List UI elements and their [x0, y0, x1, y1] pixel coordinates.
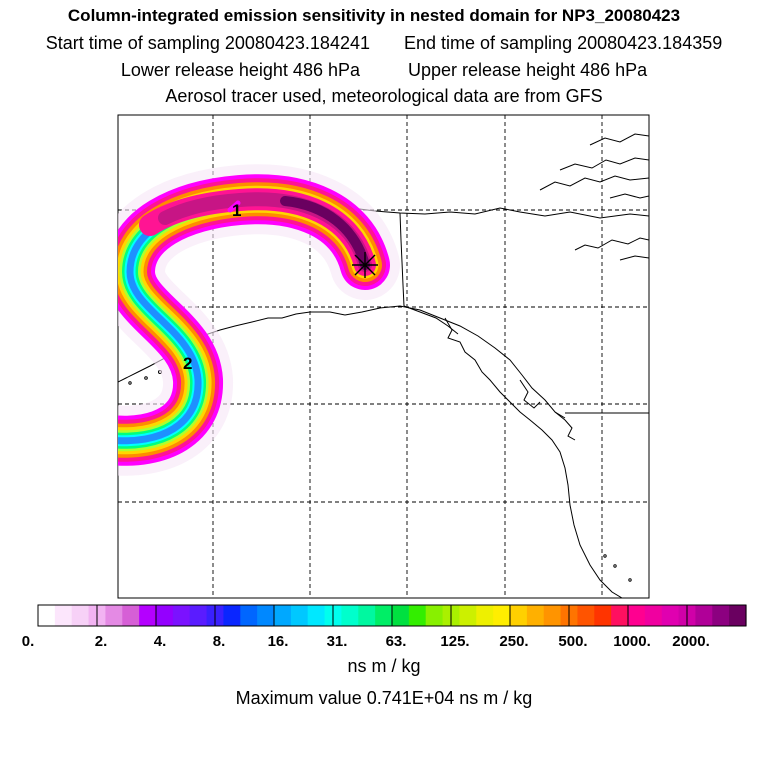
colorbar-swatch	[375, 605, 393, 626]
colorbar-swatch	[526, 605, 545, 626]
colorbar	[37, 604, 747, 627]
colorbar-tick-label: 125.	[440, 633, 470, 650]
colorbar-swatch	[358, 605, 376, 626]
colorbar-tick-label: 1000.	[613, 633, 651, 650]
colorbar-swatch	[644, 605, 663, 626]
colorbar-tick-label: 31.	[326, 633, 348, 650]
colorbar-swatch	[510, 605, 528, 626]
colorbar-tick-label: 2000.	[672, 633, 710, 650]
colorbar-swatch	[408, 605, 427, 626]
colorbar-tick-label: 0.	[21, 633, 35, 650]
colorbar-swatch	[729, 605, 747, 626]
colorbar-units: ns m / kg	[347, 656, 421, 676]
colorbar-swatch	[459, 605, 477, 626]
colorbar-tick-label: 16.	[267, 633, 289, 650]
colorbar-swatch	[274, 605, 292, 626]
map-title: Column-integrated emission sensitivity i…	[67, 6, 681, 25]
colorbar-swatch	[54, 605, 73, 626]
release-heights: Lower release height 486 hPa Upper releas…	[0, 60, 768, 81]
emission-sensitivity-plume	[118, 164, 400, 476]
maximum-value-text: Maximum value 0.741E+04 ns m / kg	[235, 688, 533, 708]
day-marker-2: 2	[183, 354, 192, 373]
colorbar-swatch	[290, 605, 309, 626]
colorbar-swatch	[38, 605, 56, 626]
colorbar-swatch	[425, 605, 444, 626]
colorbar-swatch	[223, 605, 241, 626]
colorbar-swatch	[695, 605, 713, 626]
colorbar-swatch	[628, 605, 646, 626]
colorbar-tick-label: 4.	[153, 633, 167, 650]
tracer-info: Aerosol tracer used, meteorological data…	[165, 86, 603, 106]
release-point-marker	[352, 252, 378, 278]
colorbar-swatch	[712, 605, 730, 626]
colorbar-swatch	[307, 605, 326, 626]
upper-height-label: Upper release height 486 hPa	[408, 60, 648, 80]
colorbar-swatch	[476, 605, 494, 626]
colorbar-swatch	[189, 605, 208, 626]
start-time-label: Start time of sampling 20080423.184241	[45, 33, 370, 53]
end-time-label: End time of sampling 20080423.184359	[404, 33, 723, 53]
day-marker-1: 1	[232, 201, 241, 220]
colorbar-tick-labels: 0. 2. 4. 8. 16. 31. 63. 125. 250. 500. 1000. 2000.	[0, 633, 768, 655]
colorbar-swatch	[543, 605, 562, 626]
colorbar-swatch	[257, 605, 275, 626]
colorbar-swatch	[594, 605, 612, 626]
colorbar-swatch	[139, 605, 157, 626]
colorbar-swatch	[493, 605, 511, 626]
colorbar-tick-label: 8.	[212, 633, 226, 650]
sampling-times: Start time of sampling 20080423.184241 En…	[0, 33, 768, 54]
colorbar-swatch	[577, 605, 595, 626]
borders	[399, 212, 649, 414]
colorbar-frame	[37, 604, 747, 627]
colorbar-swatch	[71, 605, 90, 626]
colorbar-swatch	[105, 605, 123, 626]
colorbar-tick-label: 63.	[385, 633, 407, 650]
colorbar-swatch	[240, 605, 258, 626]
colorbar-tick-label: 2.	[94, 633, 108, 650]
colorbar-swatch	[172, 605, 191, 626]
colorbar-tick-label: 500.	[558, 633, 588, 650]
colorbar-swatch	[661, 605, 680, 626]
colorbar-swatch	[611, 605, 629, 626]
colorbar-swatch	[156, 605, 174, 626]
lower-height-label: Lower release height 486 hPa	[120, 60, 360, 80]
colorbar-tick-label: 250.	[499, 633, 529, 650]
colorbar-swatch	[122, 605, 140, 626]
colorbar-swatch	[392, 605, 410, 626]
colorbar-swatch	[341, 605, 359, 626]
